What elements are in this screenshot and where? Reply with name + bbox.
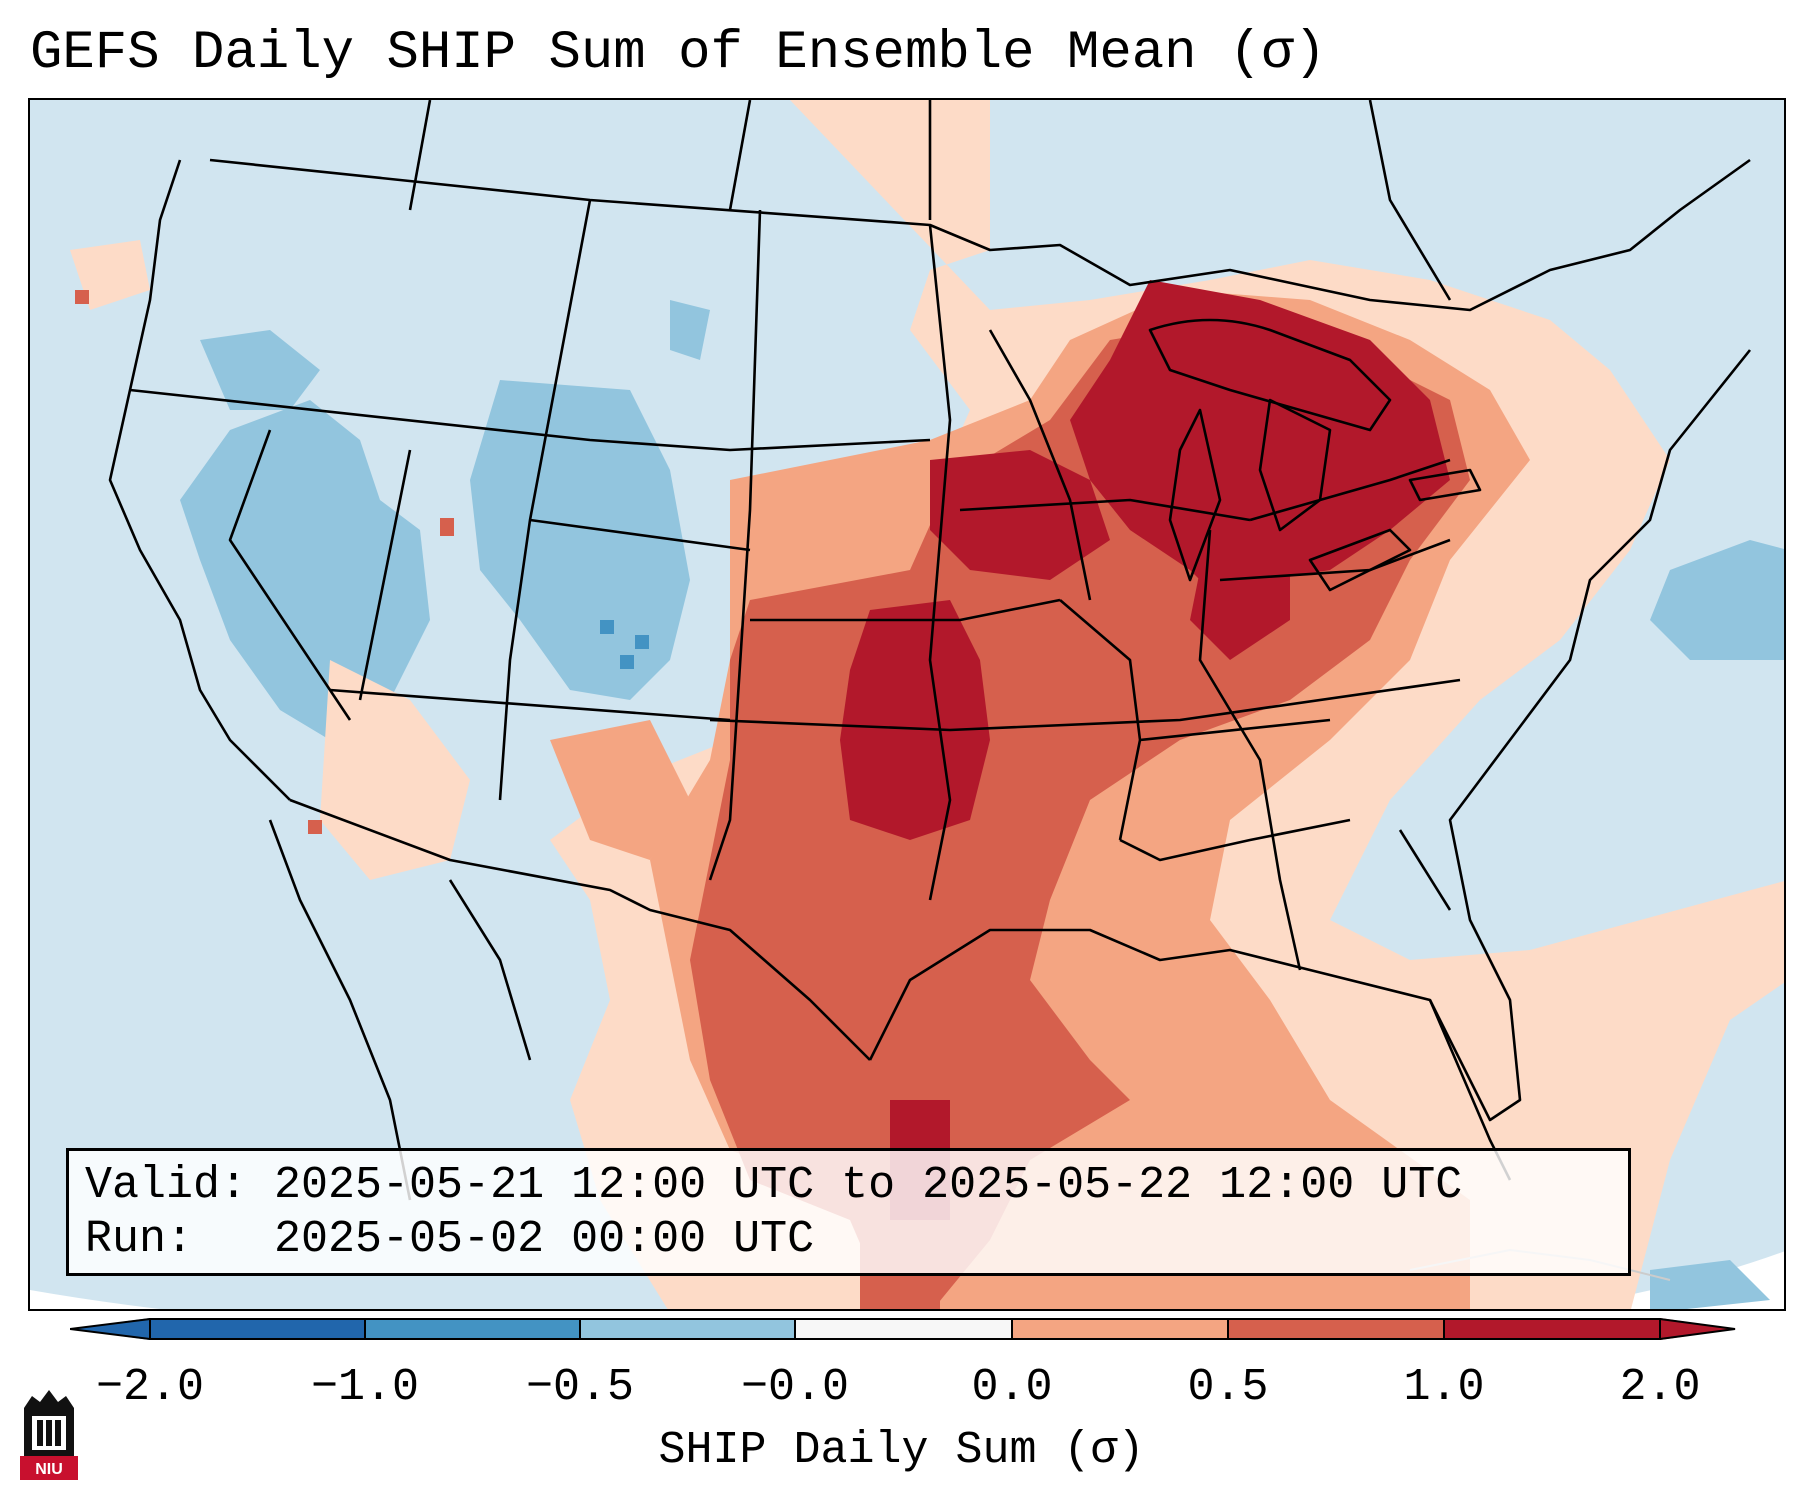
run-time-text: Run: 2025-05-02 00:00 UTC xyxy=(85,1214,815,1265)
niu-logo-icon: NIU xyxy=(20,1390,78,1480)
colorbar-label: SHIP Daily Sum (σ) xyxy=(658,1425,1145,1476)
colorbar-tick-label: 1.0 xyxy=(1403,1362,1485,1413)
lake-michigan xyxy=(1168,408,1222,582)
colorbar-tick-label: −0.5 xyxy=(525,1362,635,1413)
west-coast xyxy=(108,159,291,801)
chart-title: GEFS Daily SHIP Sum of Ensemble Mean (σ) xyxy=(30,23,1327,84)
colorbar-segment xyxy=(365,1318,580,1340)
colorbar-tick-label: 0.5 xyxy=(1187,1362,1269,1413)
colorbar-tick-label: −2.0 xyxy=(95,1362,205,1413)
colorbar-segment xyxy=(150,1318,365,1340)
lake-huron xyxy=(1258,398,1332,532)
colorbar-tick-label: 0.0 xyxy=(971,1362,1053,1413)
colorbar-segment xyxy=(1444,1318,1660,1340)
lake-erie xyxy=(1308,528,1412,592)
colorbar-tick-label: 2.0 xyxy=(1619,1362,1701,1413)
valid-time-text: Valid: 2025-05-21 12:00 UTC to 2025-05-2… xyxy=(85,1160,1463,1211)
colorbar-extend-low xyxy=(70,1318,150,1340)
negative-anomaly-areas xyxy=(180,300,1784,1309)
gulf-east-coast xyxy=(868,349,1752,1122)
valid-run-info-box: Valid: 2025-05-21 12:00 UTC to 2025-05-2… xyxy=(66,1148,1631,1276)
svg-text:NIU: NIU xyxy=(35,1461,63,1478)
colorbar xyxy=(70,1318,1736,1340)
colorbar-tick-label: −1.0 xyxy=(310,1362,420,1413)
map-panel xyxy=(28,98,1786,1311)
lake-superior xyxy=(1148,318,1392,432)
colorbar-segment xyxy=(795,1318,1012,1340)
boundaries xyxy=(108,100,1752,1281)
anomaly-map xyxy=(30,100,1784,1309)
colorbar-tick-label: −0.0 xyxy=(740,1362,850,1413)
colorbar-extend-high xyxy=(1660,1318,1736,1340)
projection-edge xyxy=(30,1290,160,1309)
lake-ontario xyxy=(1408,468,1482,502)
us-mexico-border xyxy=(289,798,871,1061)
colorbar-segment xyxy=(1228,1318,1444,1340)
colorbar-segment xyxy=(580,1318,795,1340)
colorbar-segment xyxy=(1012,1318,1228,1340)
